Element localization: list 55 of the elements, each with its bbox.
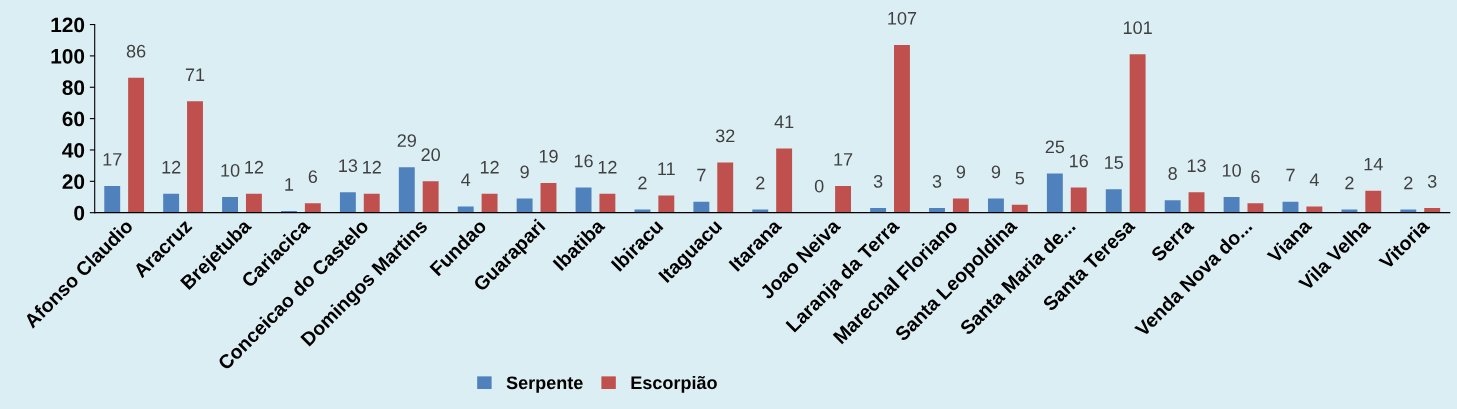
- y-tick-label: 60: [62, 111, 85, 127]
- data-label: 0: [814, 179, 824, 193]
- data-label: 101: [1123, 21, 1152, 35]
- y-tick-label: 80: [62, 80, 85, 96]
- data-label: 6: [308, 170, 318, 184]
- data-label: 17: [103, 153, 122, 166]
- data-label: 6: [1251, 170, 1260, 184]
- data-label: 16: [1070, 154, 1088, 168]
- data-label: 8: [1168, 167, 1177, 180]
- data-label: 3: [932, 174, 942, 188]
- data-label: 14: [1364, 157, 1383, 171]
- data-label: 2: [638, 176, 647, 190]
- y-tick-label: 100: [51, 48, 85, 64]
- data-label: 10: [221, 163, 240, 177]
- legend-label: Escorpião: [631, 375, 717, 393]
- data-label: 15: [1105, 156, 1124, 169]
- y-tick-label: 120: [51, 17, 85, 33]
- data-label: 5: [1015, 172, 1025, 185]
- data-label: 11: [658, 162, 675, 176]
- data-label: 71: [185, 68, 205, 81]
- data-label: 3: [873, 174, 883, 188]
- data-label: 7: [1286, 168, 1295, 182]
- data-label: 1: [285, 178, 294, 191]
- data-label: 12: [363, 160, 381, 174]
- y-tick-label: 0: [74, 205, 85, 221]
- data-label: 2: [756, 176, 765, 190]
- data-label: 7: [697, 168, 706, 182]
- data-label: 12: [480, 160, 499, 174]
- data-label: 17: [834, 153, 853, 166]
- data-label: 3: [1427, 174, 1437, 188]
- data-label: 41: [774, 115, 794, 128]
- data-label: 29: [397, 134, 416, 147]
- data-label: 12: [245, 160, 264, 174]
- data-label: 86: [126, 44, 146, 58]
- data-label: 9: [956, 165, 966, 179]
- data-label: 19: [539, 149, 558, 163]
- data-label: 9: [520, 165, 529, 179]
- y-tick-label: 20: [62, 174, 85, 190]
- data-label: 25: [1045, 140, 1065, 154]
- data-label: 12: [162, 160, 181, 174]
- data-label: 10: [1222, 163, 1241, 177]
- data-label: 4: [1309, 173, 1319, 186]
- data-label: 16: [574, 154, 593, 168]
- data-label: 2: [1404, 176, 1413, 190]
- data-label: 13: [339, 159, 358, 173]
- data-label: 9: [991, 165, 1001, 179]
- data-label: 107: [888, 11, 917, 25]
- data-label: 13: [1187, 159, 1206, 173]
- data-label: 2: [1345, 176, 1354, 190]
- data-label: 20: [421, 148, 440, 162]
- data-label: 12: [598, 160, 617, 174]
- legend-label: Serpente: [506, 376, 583, 393]
- y-tick-label: 40: [62, 142, 85, 158]
- data-label: 4: [461, 173, 471, 186]
- data-label: 32: [715, 129, 735, 143]
